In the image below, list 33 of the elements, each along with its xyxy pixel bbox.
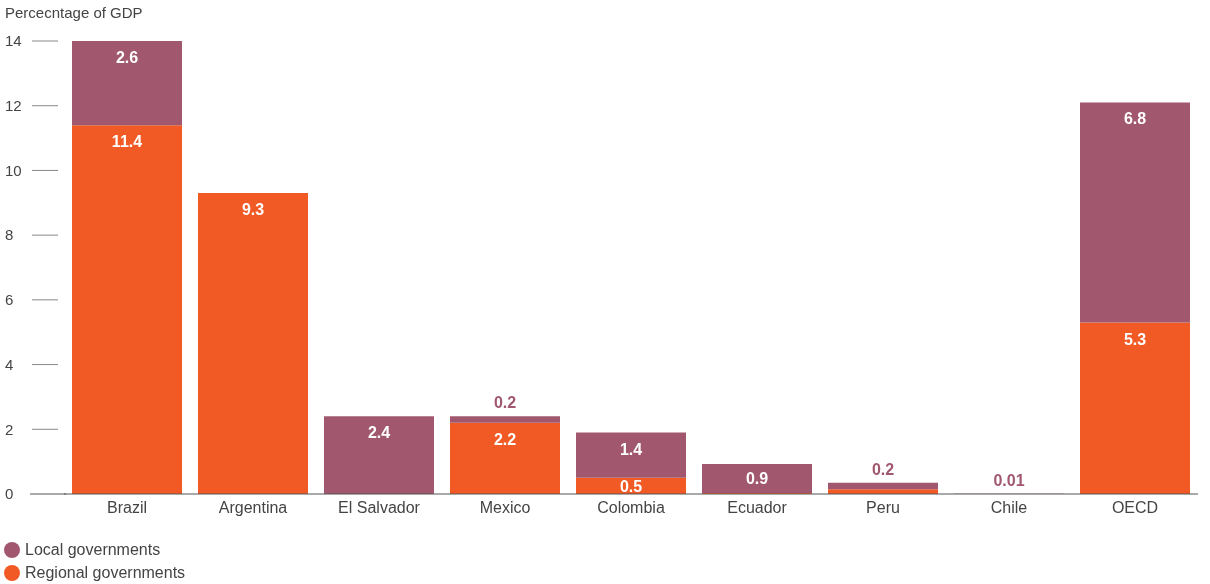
legend-label: Regional governments	[25, 563, 186, 582]
data-label: 2.4	[367, 424, 391, 442]
y-tick-label: 14	[5, 32, 22, 50]
y-axis-title: Percecntage of GDP	[5, 4, 143, 21]
x-tick-label: Peru	[866, 499, 900, 517]
data-label: 11.4	[111, 133, 143, 151]
x-tick-label: Colombia	[597, 499, 665, 517]
data-label: 5.3	[1123, 330, 1147, 348]
data-label: 0.5	[619, 477, 643, 495]
data-label: 9.3	[241, 201, 265, 219]
legend-label: Local governments	[25, 540, 161, 559]
y-tick-label: 12	[5, 96, 22, 114]
x-tick-label: Chile	[990, 499, 1028, 517]
y-tick-label: 2	[5, 420, 14, 438]
x-tick-label: Brazil	[106, 499, 148, 517]
y-tick-label: 0	[5, 485, 14, 503]
y-tick-label: 8	[5, 226, 14, 244]
data-label: 2.2	[493, 430, 517, 448]
x-tick-label: Argentina	[218, 499, 288, 517]
data-label: 1.4	[619, 440, 643, 458]
data-label: 2.6	[115, 49, 139, 66]
x-tick-label: OECD	[1111, 499, 1159, 517]
y-tick-label: 4	[5, 355, 14, 373]
data-label: 0.9	[745, 470, 769, 488]
y-tick-label: 6	[5, 291, 14, 309]
data-label: 0.2	[871, 460, 895, 478]
data-label: 0.01	[993, 471, 1025, 489]
data-label: 6.8	[1123, 110, 1147, 128]
data-label: 0.2	[493, 394, 517, 412]
y-tick-label: 10	[5, 161, 22, 179]
x-tick-label: Ecuador	[727, 499, 788, 517]
x-tick-label: El Salvador	[338, 499, 421, 517]
x-tick-label: Mexico	[479, 499, 531, 517]
